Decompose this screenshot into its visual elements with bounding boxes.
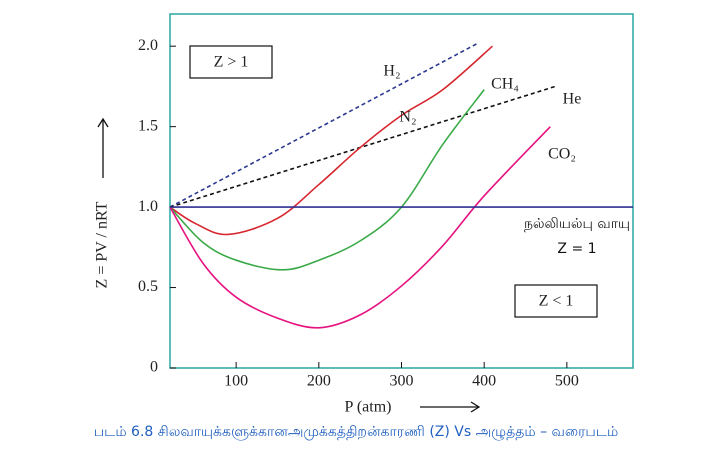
series-line [169,85,556,208]
annotation: Z > 1 [214,54,249,71]
x-tick-label: 100 [224,373,248,390]
x-tick-label: 200 [307,373,331,390]
x-tick-label: 300 [390,373,414,390]
series-label: H₂ [383,63,400,80]
y-tick-label: 0.5 [138,278,158,295]
series-line [169,42,479,208]
series-label: CO₂ [548,146,576,163]
series-line [169,45,493,236]
x-tick-label: 500 [555,373,579,390]
y-axis-label: Z = PV / nRT [94,201,111,288]
y-tick-label: 1.0 [138,198,158,215]
y-tick-label: 1.5 [138,117,158,134]
chart: Z > 1 Z < 1 P (atm) Z = PV / nRT 0 0.5 1.0… [94,13,634,416]
annotation: Z < 1 [539,293,574,310]
series-label: N₂ [399,109,416,126]
axis-arrow-head [97,117,109,128]
ideal-gas-label: நல்லியல்பு வாயு Z = 1 [523,216,631,257]
series-line [169,126,551,329]
y-tick-label: 2.0 [138,37,158,54]
x-tick-label: 400 [472,373,496,390]
caption: படம் 6.8 சிலவாயுக்களுக்கானஅமுக்கத்திறன்க… [93,424,619,440]
series-label: He [563,91,582,108]
annotation-box [189,45,273,79]
annotation-box [514,284,598,318]
x-axis-label: P (atm) [345,399,392,416]
y-tick-label: 0 [150,359,158,376]
series-label: CH₄ [491,76,519,93]
series-line [169,89,485,271]
axis-arrow-head [470,401,481,413]
